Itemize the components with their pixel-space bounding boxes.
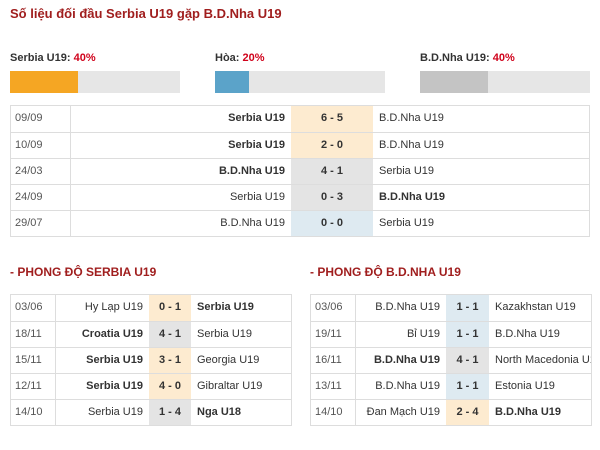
score: 1 - 4 bbox=[149, 400, 191, 425]
summary-fill bbox=[420, 71, 488, 93]
section-title: - PHONG ĐỘ B.D.NHA U19 bbox=[310, 265, 461, 279]
away-team: B.D.Nha U19 bbox=[379, 112, 444, 124]
match-date: 13/11 bbox=[311, 374, 356, 399]
away-team: Estonia U19 bbox=[495, 380, 555, 392]
summary-percent: 40% bbox=[492, 52, 515, 64]
match-date: 09/09 bbox=[11, 106, 71, 132]
form-table: 03/06 B.D.Nha U19 1 - 1 Kazakhstan U19 19/11… bbox=[310, 294, 592, 426]
match-row: 09/09 Serbia U19 6 - 5 B.D.Nha U19 bbox=[11, 106, 589, 132]
match-date: 24/09 bbox=[11, 185, 71, 210]
match-row: 13/11 B.D.Nha U19 1 - 1 Estonia U19 bbox=[311, 373, 591, 399]
summary-label: B.D.Nha U19: 40% bbox=[420, 52, 515, 64]
home-team: B.D.Nha U19 bbox=[218, 165, 285, 177]
away-team: B.D.Nha U19 bbox=[495, 328, 560, 340]
home-team: Bỉ U19 bbox=[406, 328, 440, 340]
score: 0 - 3 bbox=[291, 185, 373, 210]
summary-label: Serbia U19: 40% bbox=[10, 52, 96, 64]
match-date: 18/11 bbox=[11, 322, 56, 347]
match-date: 03/06 bbox=[311, 295, 356, 321]
score: 6 - 5 bbox=[291, 106, 373, 132]
match-row: 10/09 Serbia U19 2 - 0 B.D.Nha U19 bbox=[11, 132, 589, 158]
away-team: Serbia U19 bbox=[379, 165, 435, 177]
summary-fill bbox=[215, 71, 249, 93]
home-team: Croatia U19 bbox=[81, 328, 143, 340]
score: 1 - 1 bbox=[446, 322, 489, 347]
match-date: 24/03 bbox=[11, 159, 71, 184]
home-team: Hy Lạp U19 bbox=[84, 301, 143, 313]
home-team: Serbia U19 bbox=[229, 191, 285, 203]
score: 4 - 0 bbox=[149, 374, 191, 399]
home-team: Đan Mạch U19 bbox=[366, 406, 440, 418]
form-table: 03/06 Hy Lạp U19 0 - 1 Serbia U19 18/11 Croat… bbox=[10, 294, 292, 426]
summary-track bbox=[10, 71, 180, 93]
h2h-table: 09/09 Serbia U19 6 - 5 B.D.Nha U19 10/09 Serb… bbox=[10, 105, 590, 237]
match-row: 24/03 B.D.Nha U19 4 - 1 Serbia U19 bbox=[11, 158, 589, 184]
match-row: 03/06 B.D.Nha U19 1 - 1 Kazakhstan U19 bbox=[311, 295, 591, 321]
match-date: 16/11 bbox=[311, 348, 356, 373]
away-team: Nga U18 bbox=[197, 406, 242, 418]
score: 2 - 4 bbox=[446, 400, 489, 425]
match-row: 12/11 Serbia U19 4 - 0 Gibraltar U19 bbox=[11, 373, 291, 399]
match-date: 14/10 bbox=[11, 400, 56, 425]
match-date: 03/06 bbox=[11, 295, 56, 321]
home-team: B.D.Nha U19 bbox=[373, 354, 440, 366]
score: 0 - 0 bbox=[291, 211, 373, 236]
away-team: B.D.Nha U19 bbox=[495, 406, 562, 418]
match-row: 15/11 Serbia U19 3 - 1 Georgia U19 bbox=[11, 347, 291, 373]
summary-team: Hòa: bbox=[215, 52, 240, 64]
away-team: B.D.Nha U19 bbox=[379, 139, 444, 151]
home-team: B.D.Nha U19 bbox=[220, 217, 285, 229]
summary-track bbox=[215, 71, 385, 93]
summary-track bbox=[420, 71, 590, 93]
summary-team: Serbia U19: bbox=[10, 52, 71, 64]
away-team: North Macedonia U19 bbox=[495, 354, 591, 366]
summary-team: B.D.Nha U19: bbox=[420, 52, 490, 64]
match-row: 16/11 B.D.Nha U19 4 - 1 North Macedonia U19 bbox=[311, 347, 591, 373]
home-team: Serbia U19 bbox=[86, 380, 143, 392]
score: 4 - 1 bbox=[149, 322, 191, 347]
match-row: 18/11 Croatia U19 4 - 1 Serbia U19 bbox=[11, 321, 291, 347]
match-row: 14/10 Serbia U19 1 - 4 Nga U18 bbox=[11, 399, 291, 425]
match-date: 10/09 bbox=[11, 133, 71, 158]
match-date: 12/11 bbox=[11, 374, 56, 399]
away-team: Serbia U19 bbox=[197, 328, 253, 340]
match-row: 19/11 Bỉ U19 1 - 1 B.D.Nha U19 bbox=[311, 321, 591, 347]
score: 2 - 0 bbox=[291, 133, 373, 158]
section-title: - PHONG ĐỘ SERBIA U19 bbox=[10, 265, 157, 279]
match-date: 29/07 bbox=[11, 211, 71, 236]
away-team: Serbia U19 bbox=[197, 301, 254, 313]
summary-percent: 40% bbox=[73, 52, 96, 64]
match-row: 14/10 Đan Mạch U19 2 - 4 B.D.Nha U19 bbox=[311, 399, 591, 425]
summary-label: Hòa: 20% bbox=[215, 52, 265, 64]
summary-percent: 20% bbox=[242, 52, 265, 64]
score: 3 - 1 bbox=[149, 348, 191, 373]
home-team: Serbia U19 bbox=[87, 406, 143, 418]
match-date: 15/11 bbox=[11, 348, 56, 373]
home-team: B.D.Nha U19 bbox=[375, 380, 440, 392]
away-team: Serbia U19 bbox=[379, 217, 435, 229]
away-team: Georgia U19 bbox=[197, 354, 260, 366]
score: 4 - 1 bbox=[446, 348, 489, 373]
match-date: 14/10 bbox=[311, 400, 356, 425]
summary-fill bbox=[10, 71, 78, 93]
match-row: 29/07 B.D.Nha U19 0 - 0 Serbia U19 bbox=[11, 210, 589, 236]
match-row: 24/09 Serbia U19 0 - 3 B.D.Nha U19 bbox=[11, 184, 589, 210]
score: 1 - 1 bbox=[446, 374, 489, 399]
home-team: B.D.Nha U19 bbox=[375, 301, 440, 313]
score: 0 - 1 bbox=[149, 295, 191, 321]
home-team: Serbia U19 bbox=[228, 112, 285, 124]
away-team: Kazakhstan U19 bbox=[495, 301, 576, 313]
score: 1 - 1 bbox=[446, 295, 489, 321]
away-team: B.D.Nha U19 bbox=[379, 191, 446, 203]
home-team: Serbia U19 bbox=[86, 354, 143, 366]
title: Số liệu đối đầu Serbia U19 gặp B.D.Nha U… bbox=[10, 6, 282, 21]
home-team: Serbia U19 bbox=[228, 139, 285, 151]
away-team: Gibraltar U19 bbox=[197, 380, 263, 392]
score: 4 - 1 bbox=[291, 159, 373, 184]
match-row: 03/06 Hy Lạp U19 0 - 1 Serbia U19 bbox=[11, 295, 291, 321]
match-date: 19/11 bbox=[311, 322, 356, 347]
